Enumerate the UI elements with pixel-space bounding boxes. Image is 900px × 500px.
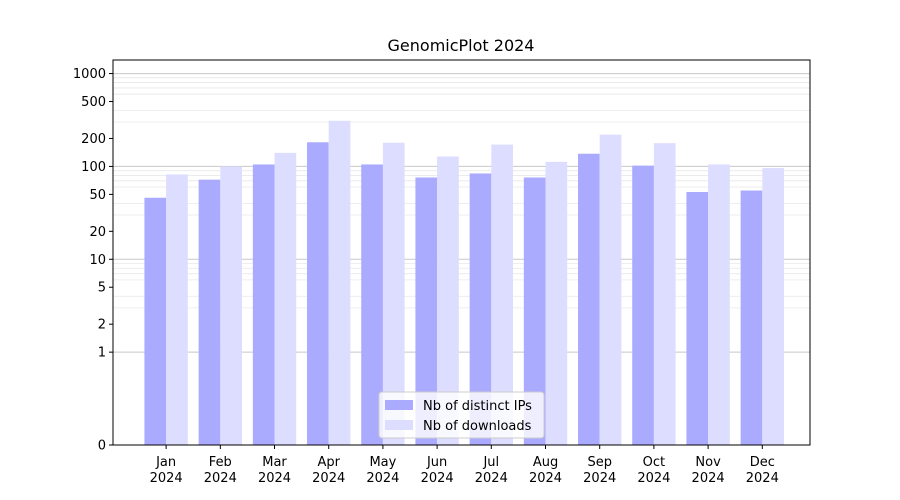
legend-label: Nb of downloads <box>423 419 532 434</box>
legend-swatch <box>385 400 413 410</box>
x-tick-label: Apr 2024 <box>312 455 345 486</box>
bar-downloads <box>762 168 784 445</box>
bar-distinct-ips <box>307 142 329 445</box>
y-tick-label: 500 <box>81 95 106 110</box>
y-tick-label: 0 <box>98 439 106 454</box>
legend-swatch <box>385 420 413 430</box>
bar-distinct-ips <box>740 190 763 445</box>
x-tick-label: Jan 2024 <box>150 455 183 486</box>
x-tick-label: Dec 2024 <box>746 455 779 486</box>
bars <box>144 120 784 446</box>
bar-distinct-ips <box>578 153 600 446</box>
bar-downloads <box>653 143 676 445</box>
bar-distinct-ips <box>198 179 221 445</box>
bar-distinct-ips <box>686 192 709 445</box>
bar-downloads <box>437 156 459 445</box>
bar-downloads <box>166 174 188 446</box>
x-tick-label: Aug 2024 <box>529 455 562 486</box>
x-tick-label: Oct 2024 <box>637 455 670 486</box>
bar-distinct-ips <box>632 165 654 446</box>
bar-distinct-ips <box>252 164 275 446</box>
bar-distinct-ips <box>415 177 438 446</box>
bar-distinct-ips <box>523 177 546 446</box>
y-tick-label: 20 <box>89 225 106 240</box>
bar-distinct-ips <box>469 173 492 446</box>
y-tick-label: 200 <box>81 132 106 147</box>
x-tick-label: Sep 2024 <box>583 455 616 486</box>
legend-box <box>378 391 545 439</box>
y-tick-label: 5 <box>98 281 106 296</box>
bar-downloads <box>545 161 568 445</box>
bar-downloads <box>491 144 513 445</box>
plot-frame <box>112 59 811 446</box>
bar-downloads <box>220 166 242 446</box>
y-tick-label: 1 <box>98 346 106 361</box>
chart-title: GenomicPlot 2024 <box>388 36 535 55</box>
axes: 0 1 2 5 10 20 50 100 200 500 1000 Jan 2024 Feb 2024 Mar… <box>73 59 811 486</box>
legend-label: Nb of distinct IPs <box>423 399 532 414</box>
y-tick-label: 2 <box>98 318 106 333</box>
bar-downloads <box>382 142 405 445</box>
bar-downloads <box>599 134 622 445</box>
x-tick-label: Nov 2024 <box>692 455 725 486</box>
x-tick-label: Jul 2024 <box>475 455 508 486</box>
legend: Nb of distinct IPs Nb of downloads <box>378 391 545 439</box>
y-tick-label: 50 <box>89 188 106 203</box>
bar-distinct-ips <box>361 164 383 446</box>
x-tick-label: May 2024 <box>366 455 399 486</box>
y-tick-label: 10 <box>89 253 106 268</box>
x-tick-label: Mar 2024 <box>258 455 291 486</box>
bar-downloads <box>274 152 297 445</box>
bar-distinct-ips <box>144 197 167 445</box>
x-tick-label: Jun 2024 <box>421 455 454 486</box>
bar-downloads <box>708 164 730 446</box>
bar-downloads <box>328 120 351 445</box>
x-tick-label: Feb 2024 <box>204 455 237 486</box>
y-tick-label: 100 <box>81 160 106 175</box>
y-tick-label: 1000 <box>73 67 106 82</box>
